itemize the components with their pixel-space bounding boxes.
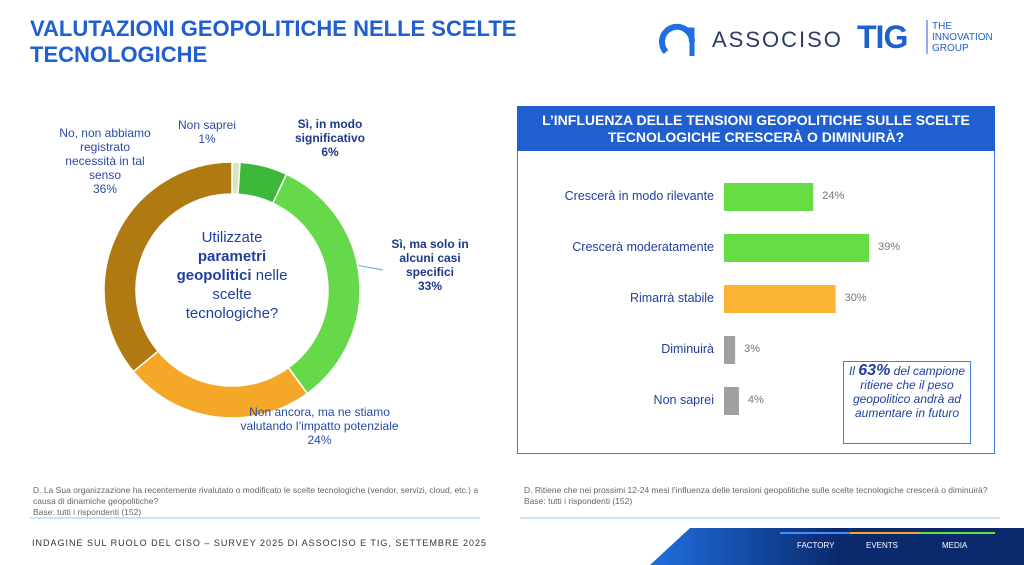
slice-value: 36% — [92, 182, 118, 196]
slice-label: Sì, ma solo in alcuni casi specifici 33% — [380, 237, 480, 293]
slice-name: Sì, in modo significativo — [294, 117, 365, 145]
value-label: 3% — [744, 343, 761, 355]
category-label: Rimarrà stabile — [629, 291, 714, 305]
logo-associso: ASSOCISO — [712, 27, 843, 52]
value-label: 39% — [878, 241, 901, 253]
note-base: Base: tutti i rispondenti (152) — [524, 496, 633, 506]
note-base: Base: tutti i rispondenti (152) — [33, 507, 142, 517]
slice-label: No, non abbiamo registrato necessità in … — [55, 126, 155, 196]
center-text: Utilizzate — [201, 229, 263, 246]
bar — [724, 234, 870, 262]
category-label: Diminuirà — [661, 342, 714, 356]
callout: Il 63% del campione ritiene che il peso … — [843, 361, 971, 444]
value-label: 24% — [822, 190, 845, 202]
note: D. Ritiene che nei prossimi 12-24 mesi l… — [524, 485, 999, 507]
slice-value: 1% — [198, 132, 216, 146]
slice-name: No, non abbiamo registrato necessità in … — [59, 126, 151, 182]
bar — [724, 387, 739, 415]
slice-name: Sì, ma solo in alcuni casi specifici — [391, 237, 469, 279]
category-label: Crescerà moderatamente — [572, 240, 714, 254]
bar-title-text: L’INFLUENZA DELLE TENSIONI GEOPOLITICHE … — [542, 111, 970, 145]
logo-tig-tagline: THE INNOVATION GROUP — [932, 21, 993, 54]
callout-text: del campione ritiene che il peso geopoli… — [852, 364, 966, 420]
callout-highlight: 63% — [858, 362, 891, 379]
bar-title: L’INFLUENZA DELLE TENSIONI GEOPOLITICHE … — [517, 106, 995, 151]
page-title: VALUTAZIONI GEOPOLITICHE NELLE SCELTE TE… — [30, 16, 517, 67]
nav-item[interactable]: MEDIA — [942, 541, 968, 550]
slice-value: 24% — [307, 433, 332, 447]
slice-label: Sì, in modo significativo 6% — [282, 117, 378, 159]
callout-text: Il — [848, 364, 855, 378]
slice-name: Non ancora, ma ne stiamo valutando l’imp… — [240, 405, 399, 433]
note-question: D. Ritiene che nei prossimi 12-24 mesi l… — [524, 485, 988, 495]
slice-value: 33% — [417, 279, 443, 293]
note: D. La Sua organizzazione ha recentemente… — [33, 485, 493, 518]
slice-label: Non saprei 1% — [168, 118, 246, 146]
slice-name: Non saprei — [177, 118, 237, 132]
donut-center: Utilizzate parametri geopolitici nelle s… — [167, 228, 297, 323]
footer-text: INDAGINE SUL RUOLO DEL CISO – SURVEY 202… — [32, 538, 487, 548]
slice-value: 6% — [321, 145, 339, 159]
slice-label: Non ancora, ma ne stiamo valutando l’imp… — [222, 405, 417, 447]
value-label: 4% — [747, 394, 764, 406]
donut-slice — [103, 161, 233, 373]
nav-item[interactable]: FACTORY — [797, 541, 835, 550]
logo-tig: TIG — [857, 19, 908, 55]
bar — [724, 336, 736, 364]
bar — [724, 183, 814, 211]
center-text: parametri geopolitici — [176, 248, 267, 284]
footer-band — [650, 528, 1024, 565]
bar — [724, 285, 836, 313]
note-question: D. La Sua organizzazione ha recentemente… — [33, 485, 479, 506]
category-label: Non saprei — [653, 393, 714, 407]
value-label: 30% — [844, 292, 867, 304]
nav-item[interactable]: EVENTS — [866, 541, 899, 550]
associso-icon — [685, 27, 695, 56]
category-label: Crescerà in modo rilevante — [564, 189, 714, 203]
center-text: nelle scelte tecnologiche? — [185, 267, 288, 322]
